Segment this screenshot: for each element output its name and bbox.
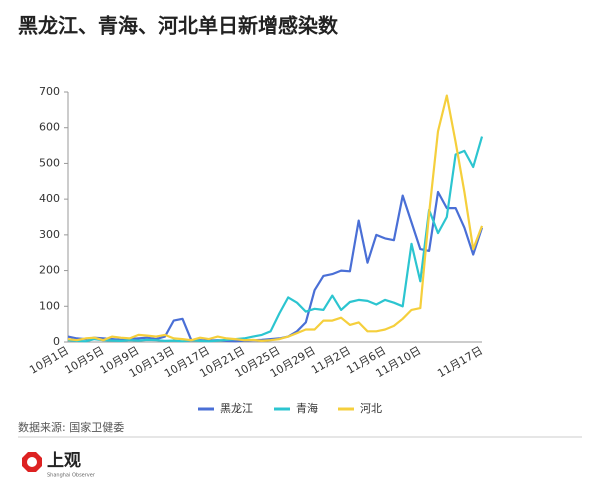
y-tick-label: 100 — [39, 299, 60, 312]
y-tick-label: 400 — [39, 192, 60, 205]
chart-title: 黑龙江、青海、河北单日新增感染数 — [18, 14, 339, 38]
series-line — [67, 136, 484, 343]
x-tick-label: 11月17日 — [435, 344, 485, 380]
logo-dot — [27, 457, 37, 467]
legend-label: 青海 — [296, 401, 318, 415]
x-tick-label: 10月1日 — [27, 344, 71, 377]
y-tick-label: 200 — [39, 264, 60, 277]
brand-name: 上观 — [47, 451, 81, 471]
y-tick-label: 700 — [39, 85, 60, 98]
series-line — [67, 94, 484, 342]
y-tick-label: 0 — [53, 335, 60, 348]
legend-label: 黑龙江 — [220, 402, 253, 415]
source: 数据来源: 国家卫健委 — [18, 420, 124, 434]
x-tick-label: 10月5日 — [62, 344, 106, 377]
x-tick-label: 11月2日 — [309, 344, 353, 377]
y-tick-label: 300 — [39, 228, 60, 241]
y-tick-label: 500 — [39, 156, 60, 169]
logo: 上观 Shanghai Observer — [22, 451, 96, 479]
y-tick-label: 600 — [39, 121, 60, 134]
series-line — [67, 190, 484, 343]
legend-label: 河北 — [360, 402, 382, 415]
brand-subtitle: Shanghai Observer — [47, 473, 96, 479]
